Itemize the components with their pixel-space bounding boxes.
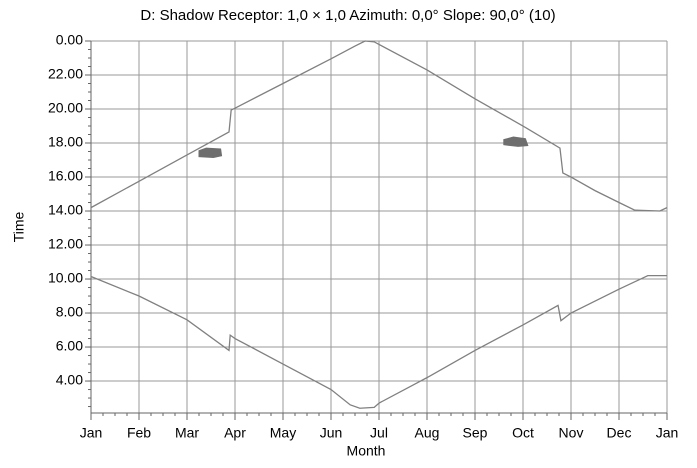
x-tick-label: Aug — [415, 425, 440, 441]
shadow-patch — [503, 136, 529, 147]
chart-title: D: Shadow Receptor: 1,0 × 1,0 Azimuth: 0… — [140, 7, 555, 24]
y-tick-label: 18.00 — [48, 134, 83, 150]
y-tick-label: 16.00 — [48, 168, 83, 184]
x-axis-label: Month — [347, 443, 386, 459]
series-line — [90, 274, 667, 409]
y-tick-label: 14.00 — [48, 202, 83, 218]
y-tick-label: 20.00 — [48, 100, 83, 116]
x-tick-label: Nov — [559, 425, 584, 441]
y-tick-label: 10.00 — [48, 270, 83, 286]
x-tick-label: Jan — [656, 425, 679, 441]
y-axis-label: Time — [11, 211, 27, 242]
x-tick-label: Apr — [224, 425, 246, 441]
shadow-patch — [198, 147, 223, 158]
x-tick-label: Mar — [175, 425, 199, 441]
y-tick-label: 8.00 — [56, 304, 83, 320]
y-tick-label: 4.00 — [56, 372, 83, 388]
x-tick-label: Dec — [607, 425, 632, 441]
y-tick-label: 12.00 — [48, 236, 83, 252]
x-tick-label: Oct — [512, 425, 534, 441]
x-tick-label: Jun — [320, 425, 343, 441]
y-tick-label: 0.00 — [56, 32, 83, 48]
x-tick-label: Jan — [80, 425, 103, 441]
x-tick-label: Feb — [127, 425, 151, 441]
y-tick-label: 22.00 — [48, 66, 83, 82]
y-tick-label: 6.00 — [56, 338, 83, 354]
x-tick-label: Sep — [463, 425, 488, 441]
x-tick-label: May — [270, 425, 296, 441]
series-line — [90, 40, 668, 212]
x-tick-label: Jul — [370, 425, 388, 441]
